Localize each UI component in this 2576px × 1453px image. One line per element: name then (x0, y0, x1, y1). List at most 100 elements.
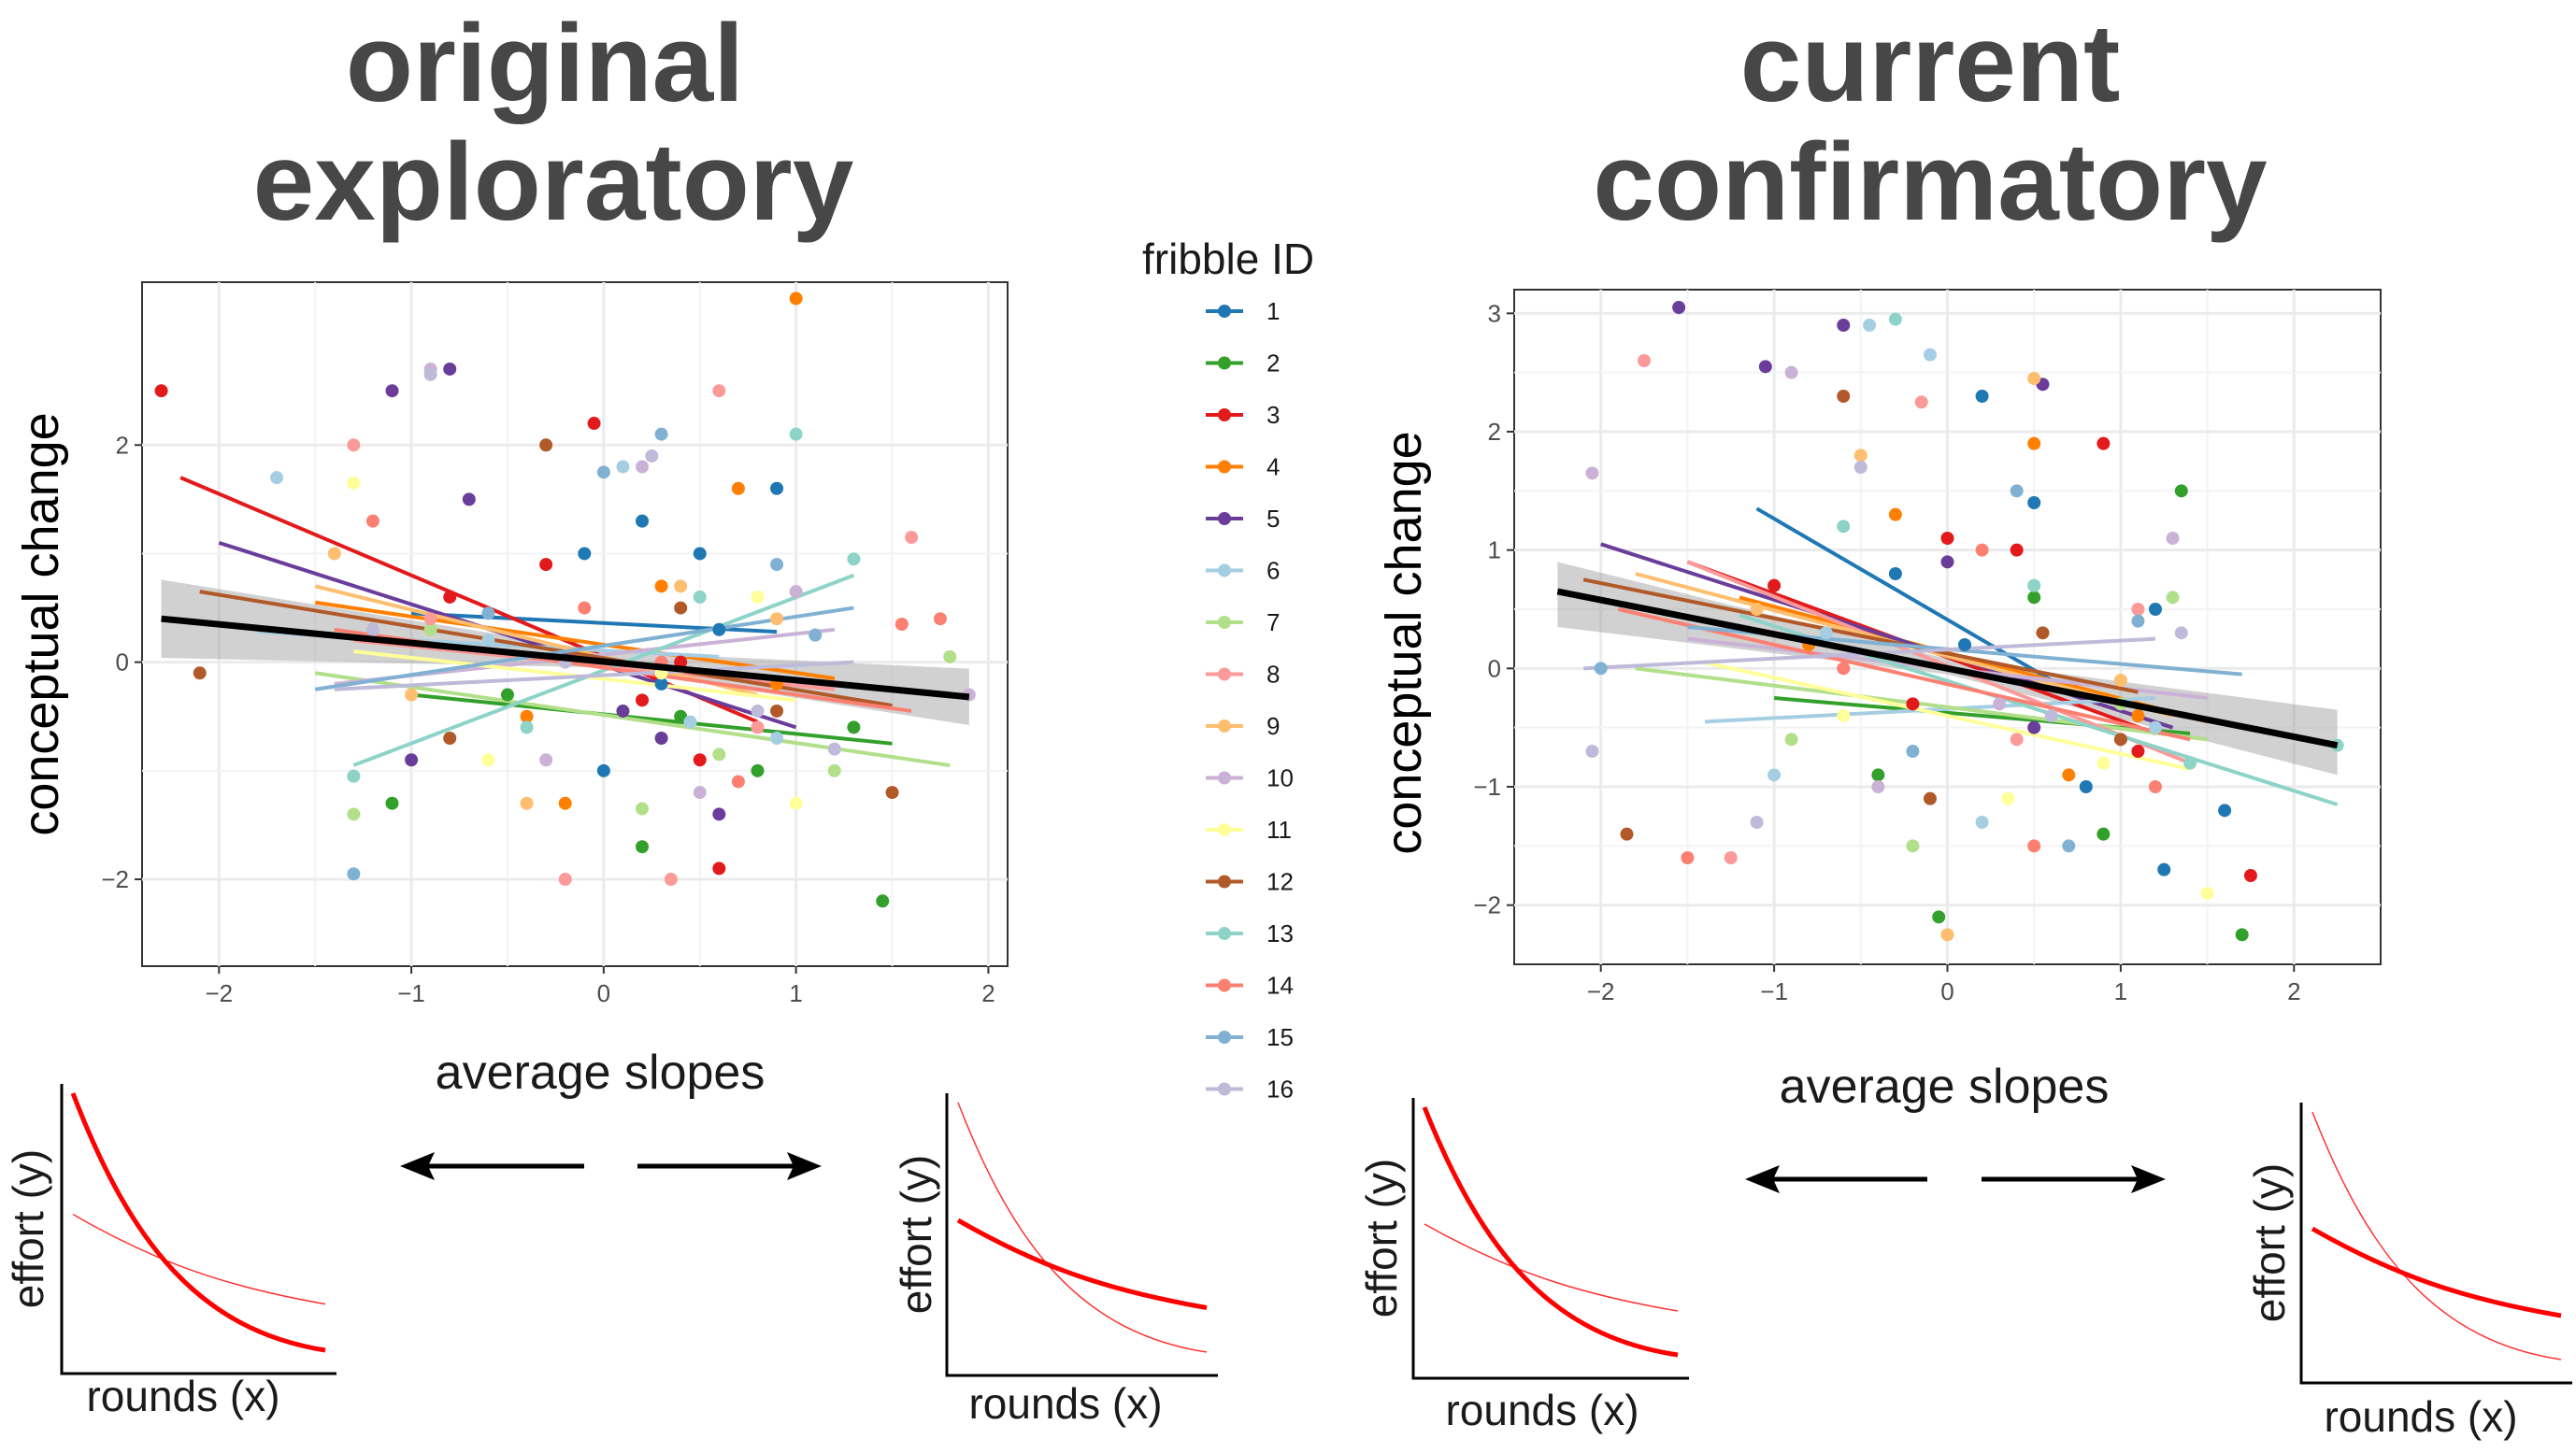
left-heading-line2: exploratory (253, 121, 854, 244)
point-fribble-12 (2036, 626, 2050, 640)
point-fribble-11 (2097, 756, 2111, 770)
inset-thick-curve (70, 1092, 326, 1353)
inset-thin-curve (72, 1213, 326, 1305)
fit-line-fribble-1 (1755, 506, 2053, 682)
point-fribble-6 (770, 732, 784, 745)
point-fribble-5 (1837, 319, 1851, 332)
point-fribble-10 (1784, 365, 1798, 379)
legend-key-point (1218, 512, 1231, 525)
point-fribble-15 (2062, 839, 2076, 853)
point-fribble-4 (1888, 507, 1902, 521)
point-fribble-2 (636, 840, 650, 854)
point-fribble-7 (423, 622, 437, 636)
left-plot-panel (141, 281, 1009, 967)
point-fribble-3 (539, 558, 553, 572)
inset-plot-4: rounds (x) effort (y) (2245, 1103, 2572, 1441)
y-tick-label: 2 (116, 431, 129, 459)
fit-line-fribble-16 (334, 660, 854, 691)
point-fribble-6 (1767, 768, 1782, 782)
point-fribble-11 (1837, 709, 1851, 722)
legend-label: 6 (1267, 557, 1280, 585)
y-tick-label: 3 (1488, 299, 1501, 327)
point-fribble-9 (1750, 603, 1764, 616)
point-fribble-7 (636, 802, 650, 816)
point-fribble-4 (789, 292, 803, 306)
point-fribble-14 (933, 612, 947, 626)
point-fribble-1 (1975, 390, 1989, 403)
point-fribble-15 (481, 606, 495, 620)
point-fribble-3 (2131, 745, 2145, 758)
point-fribble-7 (712, 748, 726, 762)
point-fribble-8 (423, 612, 437, 626)
point-fribble-14 (1975, 543, 1989, 557)
legend-label: 12 (1267, 868, 1294, 896)
fit-line-fribble-15 (314, 605, 854, 691)
point-fribble-6 (270, 471, 284, 485)
point-fribble-11 (789, 796, 803, 810)
point-fribble-1 (1888, 567, 1902, 580)
point-fribble-14 (1837, 662, 1851, 676)
point-fribble-1 (2027, 496, 2041, 509)
point-fribble-9 (2027, 372, 2041, 385)
inset-y-label: effort (y) (892, 1155, 940, 1314)
legend-label: 2 (1267, 349, 1280, 377)
legend-key-point (1218, 771, 1231, 785)
point-fribble-5 (1940, 555, 1954, 569)
inset-x-label: rounds (x) (968, 1379, 1162, 1428)
x-tick-label: 2 (2287, 977, 2300, 1005)
point-fribble-13 (1837, 520, 1851, 534)
right-y-axis-title: conceptual change (1376, 431, 1432, 854)
point-fribble-7 (1784, 733, 1798, 747)
point-fribble-6 (481, 634, 495, 648)
legend-label: 9 (1267, 712, 1280, 740)
fit-line-fribble-4 (314, 600, 836, 681)
legend-key-point (1218, 1082, 1231, 1096)
point-fribble-12 (539, 438, 553, 452)
left-arrow-right (637, 1152, 822, 1180)
inset-plot-3: rounds (x) effort (y) (1357, 1098, 1689, 1434)
inset-x-label: rounds (x) (2324, 1392, 2517, 1441)
legend-label: 13 (1267, 919, 1294, 947)
inset-thick-curve (2311, 1226, 2562, 1318)
left-tick-labels: −2 −1 0 1 2 −2 0 2 (101, 431, 995, 1007)
legend-key-point (1218, 875, 1231, 889)
point-fribble-12 (1837, 390, 1851, 403)
point-fribble-15 (770, 558, 784, 572)
point-fribble-7 (1906, 839, 1920, 853)
inset-plot-2: rounds (x) effort (y) (892, 1093, 1218, 1428)
point-fribble-1 (654, 677, 668, 691)
point-fribble-6 (1863, 319, 1877, 332)
fit-line-fribble-2 (410, 692, 893, 746)
x-tick-label: −1 (397, 979, 425, 1007)
inset-thick-curve (956, 1218, 1208, 1310)
y-tick-label: −2 (101, 865, 129, 893)
point-fribble-8 (712, 384, 726, 398)
point-fribble-3 (636, 693, 650, 707)
point-fribble-2 (500, 688, 514, 702)
point-fribble-8 (2010, 733, 2024, 747)
point-fribble-14 (578, 601, 592, 615)
point-fribble-12 (674, 601, 688, 615)
legend-label: 16 (1267, 1076, 1294, 1104)
inset-axes (945, 1093, 1218, 1377)
point-fribble-4 (2062, 768, 2076, 782)
point-fribble-6 (683, 715, 697, 729)
inset-thin-curve (957, 1102, 1208, 1353)
point-fribble-13 (847, 552, 861, 566)
point-fribble-5 (405, 753, 419, 767)
point-fribble-3 (1906, 697, 1920, 711)
point-fribble-7 (2166, 591, 2180, 605)
point-fribble-7 (943, 649, 957, 663)
x-tick-label: −2 (1587, 977, 1615, 1005)
point-fribble-1 (636, 514, 650, 528)
point-fribble-1 (2148, 603, 2162, 616)
point-fribble-14 (2148, 780, 2162, 793)
point-fribble-3 (2010, 543, 2024, 557)
point-fribble-8 (2131, 603, 2145, 616)
point-fribble-3 (2243, 869, 2257, 882)
point-fribble-6 (616, 460, 630, 474)
point-fribble-10 (2166, 532, 2180, 545)
point-fribble-1 (2079, 780, 2093, 793)
